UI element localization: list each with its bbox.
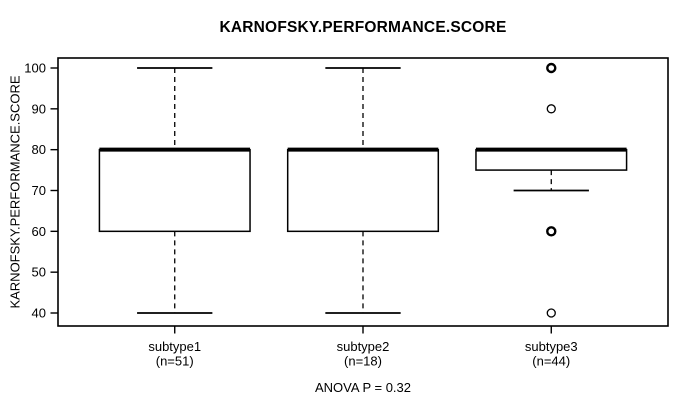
outlier-point: [546, 104, 556, 114]
iqr-box: [475, 148, 628, 171]
boxplot-subtype3: subtype3(n=44): [475, 62, 628, 369]
x-category-label: subtype2: [337, 339, 390, 354]
x-category-label: subtype3: [525, 339, 578, 354]
x-category-label: subtype1: [148, 339, 201, 354]
y-tick-label: 40: [32, 306, 46, 321]
y-tick-label: 70: [32, 183, 46, 198]
boxplot-subtype2: subtype2(n=18): [286, 67, 440, 369]
chart-title: KARNOFSKY.PERFORMANCE.SCORE: [219, 19, 507, 36]
anova-annotation: ANOVA P = 0.32: [315, 380, 411, 395]
x-count-label: (n=51): [156, 354, 194, 369]
x-count-label: (n=18): [344, 354, 382, 369]
y-tick-label: 80: [32, 142, 46, 157]
y-tick-label: 90: [32, 101, 46, 116]
outlier-point: [546, 226, 557, 237]
y-tick-label: 100: [24, 61, 46, 76]
y-tick-label: 60: [32, 224, 46, 239]
x-count-label: (n=44): [532, 354, 570, 369]
outlier-point: [546, 62, 557, 74]
iqr-box: [286, 148, 440, 233]
outlier-point: [546, 308, 556, 318]
boxplot-subtype1: subtype1(n=51): [98, 67, 251, 369]
iqr-box: [98, 148, 251, 233]
y-tick-label: 50: [32, 265, 46, 280]
